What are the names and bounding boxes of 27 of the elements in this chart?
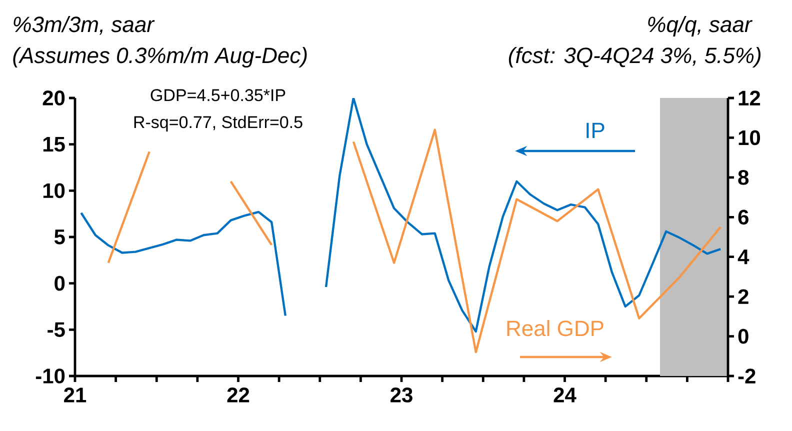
text: (Assumes 0.3%m/m Aug-Dec) [13, 47, 307, 68]
y2-tick-label: 2 [738, 289, 748, 304]
annotation: GDP=4.5+0.35*IP [150, 89, 286, 102]
y-tick-label: 15 [43, 137, 65, 152]
y2-tick-label: 10 [738, 130, 760, 146]
y-tick-label: -5 [48, 322, 65, 337]
y-tick-label: 20 [42, 90, 65, 106]
x-tick-label: 23 [390, 388, 412, 402]
y-tick-label: 10 [43, 183, 65, 198]
x-tick-label: 21 [64, 388, 86, 402]
y2-tick-label: 6 [738, 210, 748, 225]
text: (fcst: 3Q-4Q24 3%, 5.5%) [508, 47, 760, 68]
annotation: R-sq=0.77, StdErr=0.5 [134, 116, 302, 132]
y2-axis-title: %q/q, saar [648, 16, 753, 37]
text: IP [586, 122, 604, 138]
y-tick-label: -10 [36, 368, 65, 384]
x-tick-label: 24 [554, 388, 576, 402]
y2-tick-label: 8 [738, 170, 749, 185]
y2-tick-label: 12 [738, 90, 760, 106]
series-label: Real GDP [507, 320, 604, 336]
y-tick-label: 5 [54, 230, 65, 244]
y2-tick-label: 4 [738, 250, 750, 264]
y2-tick-label: 0 [738, 328, 748, 344]
y2-tick-label: -2 [738, 368, 756, 384]
y-tick-label: 0 [54, 276, 65, 291]
y-axis-title: %3m/3m, saar [14, 16, 155, 35]
x-tick-label: 22 [227, 388, 250, 402]
